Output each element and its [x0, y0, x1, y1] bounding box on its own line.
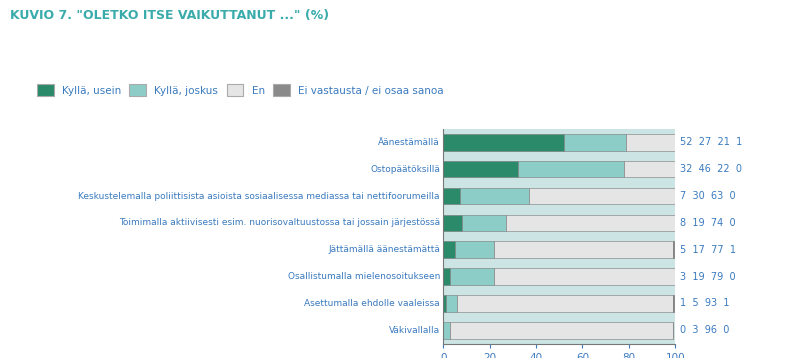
- Text: KUVIO 7. "OLETKO ITSE VAIKUTTANUT ..." (%): KUVIO 7. "OLETKO ITSE VAIKUTTANUT ..." (…: [10, 9, 328, 22]
- Bar: [443, 134, 564, 151]
- Text: 1  5  93  1: 1 5 93 1: [680, 299, 729, 308]
- Text: 3  19  79  0: 3 19 79 0: [680, 272, 735, 281]
- Legend: Kyllä, usein, Kyllä, joskus, En, Ei vastausta / ei osaa sanoa: Kyllä, usein, Kyllä, joskus, En, Ei vast…: [33, 80, 448, 101]
- Bar: [518, 161, 624, 178]
- Text: 52  27  21  1: 52 27 21 1: [680, 137, 742, 147]
- Bar: [443, 188, 459, 204]
- Bar: [624, 161, 675, 178]
- Bar: [462, 214, 506, 231]
- Text: 32  46  22  0: 32 46 22 0: [680, 164, 741, 174]
- Text: 7  30  63  0: 7 30 63 0: [680, 191, 735, 201]
- Text: 0  3  96  0: 0 3 96 0: [680, 325, 729, 335]
- Bar: [529, 188, 675, 204]
- Bar: [673, 295, 675, 312]
- Text: Keskustelemalla poliittisista asioista sosiaalisessa mediassa tai nettifoorumeil: Keskustelemalla poliittisista asioista s…: [78, 192, 440, 200]
- Text: 8  19  74  0: 8 19 74 0: [680, 218, 735, 228]
- Text: Asettumalla ehdolle vaaleissa: Asettumalla ehdolle vaaleissa: [304, 299, 440, 308]
- Bar: [626, 134, 675, 151]
- Text: 5  17  77  1: 5 17 77 1: [680, 245, 736, 255]
- Bar: [443, 322, 451, 339]
- Bar: [443, 268, 451, 285]
- Text: Äänestämällä: Äänestämällä: [378, 138, 440, 147]
- Text: Osallistumalla mielenosoitukseen: Osallistumalla mielenosoitukseen: [288, 272, 440, 281]
- Bar: [564, 134, 626, 151]
- Bar: [443, 295, 446, 312]
- Bar: [675, 134, 678, 151]
- Bar: [451, 322, 673, 339]
- Bar: [443, 214, 462, 231]
- Text: Jättämällä äänestämättä: Jättämällä äänestämättä: [328, 245, 440, 254]
- Bar: [457, 295, 673, 312]
- Bar: [455, 241, 495, 258]
- Text: Ostopäätöksillä: Ostopäätöksillä: [370, 165, 440, 174]
- Bar: [506, 214, 678, 231]
- Bar: [443, 161, 518, 178]
- Bar: [451, 268, 495, 285]
- Bar: [446, 295, 457, 312]
- Bar: [495, 241, 673, 258]
- Text: Väkivallalla: Väkivallalla: [389, 326, 440, 335]
- Bar: [673, 241, 675, 258]
- Bar: [495, 268, 678, 285]
- Bar: [459, 188, 529, 204]
- Text: Toimimalla aktiivisesti esim. nuorisovaltuustossa tai jossain järjestössä: Toimimalla aktiivisesti esim. nuorisoval…: [119, 218, 440, 227]
- Bar: [443, 241, 455, 258]
